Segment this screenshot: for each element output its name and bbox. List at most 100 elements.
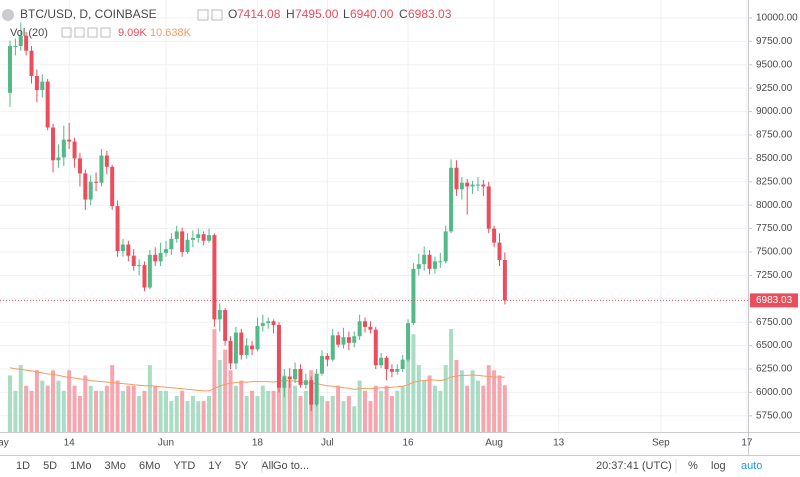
y-tick-label: 9250.00	[756, 83, 793, 94]
candle-body	[497, 242, 502, 261]
candle-body	[492, 228, 497, 243]
candle-body	[142, 265, 147, 288]
volume-bar	[497, 375, 502, 432]
range-button[interactable]: 1D	[16, 460, 30, 472]
candle-body	[137, 265, 142, 267]
volume-bar	[147, 365, 152, 432]
volume-bar	[110, 365, 115, 432]
log-button[interactable]: log	[711, 460, 726, 472]
volume-bar	[368, 401, 373, 432]
candle-body	[196, 234, 201, 238]
candle-body	[400, 359, 405, 370]
candle-body	[475, 184, 480, 186]
volume-bar	[341, 401, 346, 432]
candle-body	[341, 337, 346, 345]
volume-bar	[470, 370, 475, 432]
volume-bar	[422, 380, 427, 432]
icon[interactable]	[100, 27, 111, 38]
volume-pane	[8, 329, 507, 432]
range-button[interactable]: All	[261, 460, 273, 472]
candle-body	[83, 173, 88, 200]
candle-body	[368, 326, 373, 330]
candle-body	[255, 325, 260, 350]
ohlc-label: H	[286, 7, 295, 21]
volume-bar	[67, 370, 72, 432]
candle-body	[239, 332, 244, 355]
y-tick-label: 10000.00	[756, 13, 798, 24]
volume-bar	[83, 375, 88, 432]
y-tick-label: 9750.00	[756, 36, 793, 47]
candle-body	[459, 182, 464, 190]
candle-body	[438, 261, 443, 263]
volume-bar	[406, 354, 411, 432]
y-tick-label: 6500.00	[756, 340, 793, 351]
volume-bar	[233, 385, 238, 432]
x-tick-label: 16	[402, 438, 414, 449]
volume-bar	[77, 396, 82, 432]
volume-bar	[24, 385, 29, 432]
volume-bar	[454, 360, 459, 432]
volume-legend: Vol (20)	[10, 27, 48, 39]
volume-bar	[185, 401, 190, 432]
volume-bar	[174, 396, 179, 432]
volume-bar	[416, 365, 421, 432]
icon[interactable]	[211, 9, 223, 21]
volume-bar	[201, 401, 206, 432]
range-button[interactable]: 5Y	[235, 460, 249, 472]
candle-body	[422, 254, 427, 265]
candle-body	[169, 238, 174, 250]
range-button[interactable]: 5D	[43, 460, 57, 472]
percent-button[interactable]: %	[688, 460, 698, 472]
candle-body	[330, 335, 335, 360]
icon[interactable]	[74, 27, 85, 38]
volume-bar	[395, 390, 400, 432]
candle-body	[115, 206, 120, 252]
candle-body	[314, 373, 319, 405]
volume-bar	[29, 390, 34, 432]
range-button[interactable]: 3Mo	[105, 460, 126, 472]
icon[interactable]	[197, 9, 209, 21]
volume-bar	[352, 406, 357, 432]
range-button[interactable]: 1Mo	[70, 460, 91, 472]
range-button[interactable]: 6Mo	[139, 460, 160, 472]
volume-bar	[126, 385, 131, 432]
volume-bar	[411, 334, 416, 432]
volume-bar	[346, 396, 351, 432]
volume-bar	[72, 385, 77, 432]
candle-body	[110, 166, 115, 207]
candle-body	[104, 155, 109, 167]
icon[interactable]	[61, 27, 72, 38]
candle-body	[379, 357, 384, 366]
symbol: BTC/USD, D, COINBASE	[20, 7, 157, 21]
volume-bar	[104, 385, 109, 432]
volume-bar	[196, 401, 201, 432]
volume-bar	[502, 385, 507, 432]
candle-body	[443, 231, 448, 262]
x-tick-label: 13	[553, 438, 565, 449]
candle-body	[217, 310, 222, 320]
candle-body	[212, 235, 217, 320]
candle-body	[244, 345, 249, 355]
range-button[interactable]: 1Y	[208, 460, 222, 472]
icon[interactable]	[87, 27, 98, 38]
volume-bar	[271, 390, 276, 432]
candle-body	[228, 340, 233, 364]
volume-bar	[465, 385, 470, 432]
candle-body	[180, 231, 185, 252]
range-button[interactable]: YTD	[173, 460, 195, 472]
volume-bar	[18, 365, 23, 432]
goto-button[interactable]: Go to...	[273, 460, 309, 472]
candle-body	[72, 141, 77, 159]
volume-bar	[207, 396, 212, 432]
candle-body	[325, 355, 330, 360]
candle-body	[336, 335, 341, 345]
candle-body	[174, 231, 179, 239]
volume-bar	[293, 385, 298, 432]
volume-bar	[282, 375, 287, 432]
candle-body	[67, 139, 72, 142]
candle-body	[481, 184, 486, 187]
auto-button[interactable]: auto	[741, 460, 762, 472]
candle-body	[201, 234, 206, 241]
candle-body	[126, 244, 131, 256]
